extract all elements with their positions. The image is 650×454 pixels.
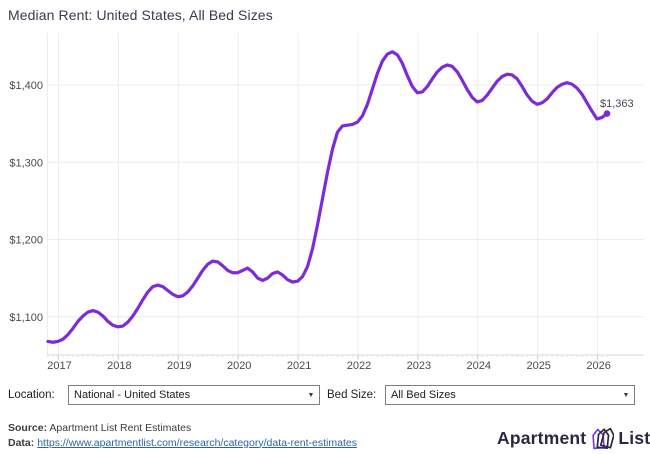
apartment-list-logo: Apartment List [497, 424, 650, 452]
chevron-down-icon: ▼ [622, 391, 630, 399]
logo-text-apartment: Apartment [497, 427, 587, 448]
location-dropdown-value: National - United States [74, 389, 191, 401]
svg-text:$1,100: $1,100 [9, 312, 43, 324]
source-line: Source: Apartment List Rent Estimates [8, 421, 357, 436]
svg-text:2019: 2019 [167, 360, 191, 372]
chevron-down-icon: ▼ [307, 391, 315, 399]
svg-text:2024: 2024 [467, 360, 491, 372]
location-dropdown[interactable]: National - United States ▼ [68, 385, 320, 405]
source-label: Source: [8, 422, 48, 434]
svg-text:$1,400: $1,400 [9, 80, 43, 92]
data-label: Data: [8, 436, 35, 449]
svg-text:2018: 2018 [107, 360, 131, 372]
logo-text-list: List [618, 427, 650, 448]
source-text: Apartment List Rent Estimates [47, 422, 192, 434]
data-line: Data: https://www.apartmentlist.com/rese… [8, 436, 357, 451]
svg-text:2021: 2021 [287, 360, 311, 372]
svg-text:2020: 2020 [227, 360, 251, 372]
median-rent-line-chart: $1,100 $1,200 $1,300 $1,400 2017 2018 2019 2020… [9, 33, 644, 372]
bed-size-dropdown[interactable]: All Bed Sizes ▼ [385, 385, 635, 405]
data-source-link[interactable]: https://www.apartmentlist.com/research/c… [37, 436, 357, 449]
svg-text:2026: 2026 [586, 360, 610, 372]
svg-text:$1,300: $1,300 [9, 157, 43, 169]
svg-text:2025: 2025 [526, 360, 550, 372]
chart-title: Median Rent: United States, All Bed Size… [8, 7, 273, 23]
bed-size-dropdown-value: All Bed Sizes [391, 389, 456, 401]
filter-controls: Location: National - United States ▼ Bed… [0, 385, 650, 405]
attribution: Source: Apartment List Rent Estimates Da… [8, 421, 357, 450]
svg-text:$1,200: $1,200 [9, 235, 43, 247]
apartment-list-house-icon [592, 427, 615, 450]
svg-text:2022: 2022 [347, 360, 371, 372]
bed-size-label: Bed Size: [327, 389, 377, 401]
location-label: Location: [8, 389, 55, 401]
svg-text:2023: 2023 [407, 360, 431, 372]
end-value-annotation: $1,363 [600, 98, 634, 110]
svg-text:2017: 2017 [47, 360, 71, 372]
